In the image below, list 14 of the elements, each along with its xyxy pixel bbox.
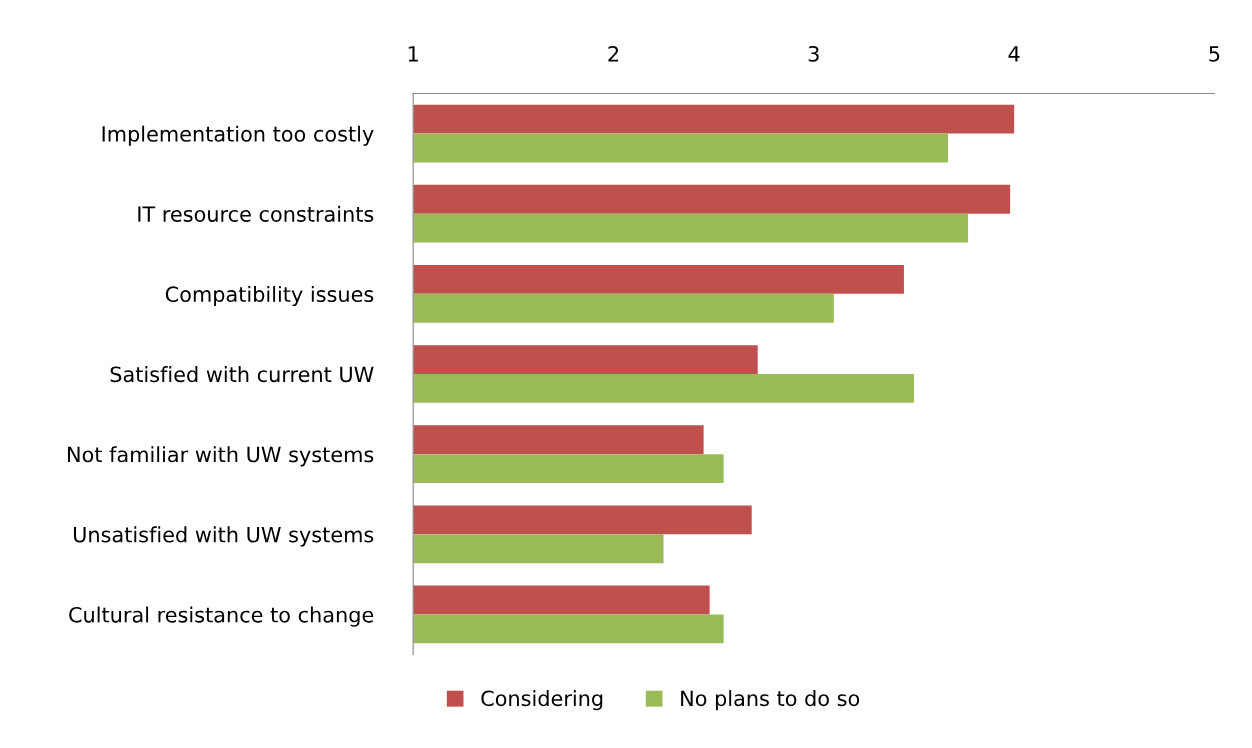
y-tick-label: Not familiar with UW systems — [68, 446, 374, 467]
legend-label: Considering — [481, 690, 603, 711]
y-tick-label: Implementation too costly — [102, 125, 374, 146]
y-tick-label: Cultural resistance to change — [69, 606, 374, 627]
y-tick-label: IT resource constraints — [138, 205, 374, 222]
y-tick-label: Unsatisfied with UW systems — [73, 526, 374, 547]
y-tick-label: Compatibility issues — [165, 285, 374, 307]
x-tick-label: 5 — [1209, 46, 1220, 62]
x-tick-label: 4 — [1008, 46, 1020, 62]
x-tick-label: 1 — [408, 46, 418, 62]
x-tick-label: 3 — [808, 45, 819, 62]
y-tick-label: Satisfied with current UW — [110, 366, 374, 383]
legend-label: No plans to do so — [681, 690, 860, 711]
x-tick-label: 2 — [608, 45, 619, 62]
